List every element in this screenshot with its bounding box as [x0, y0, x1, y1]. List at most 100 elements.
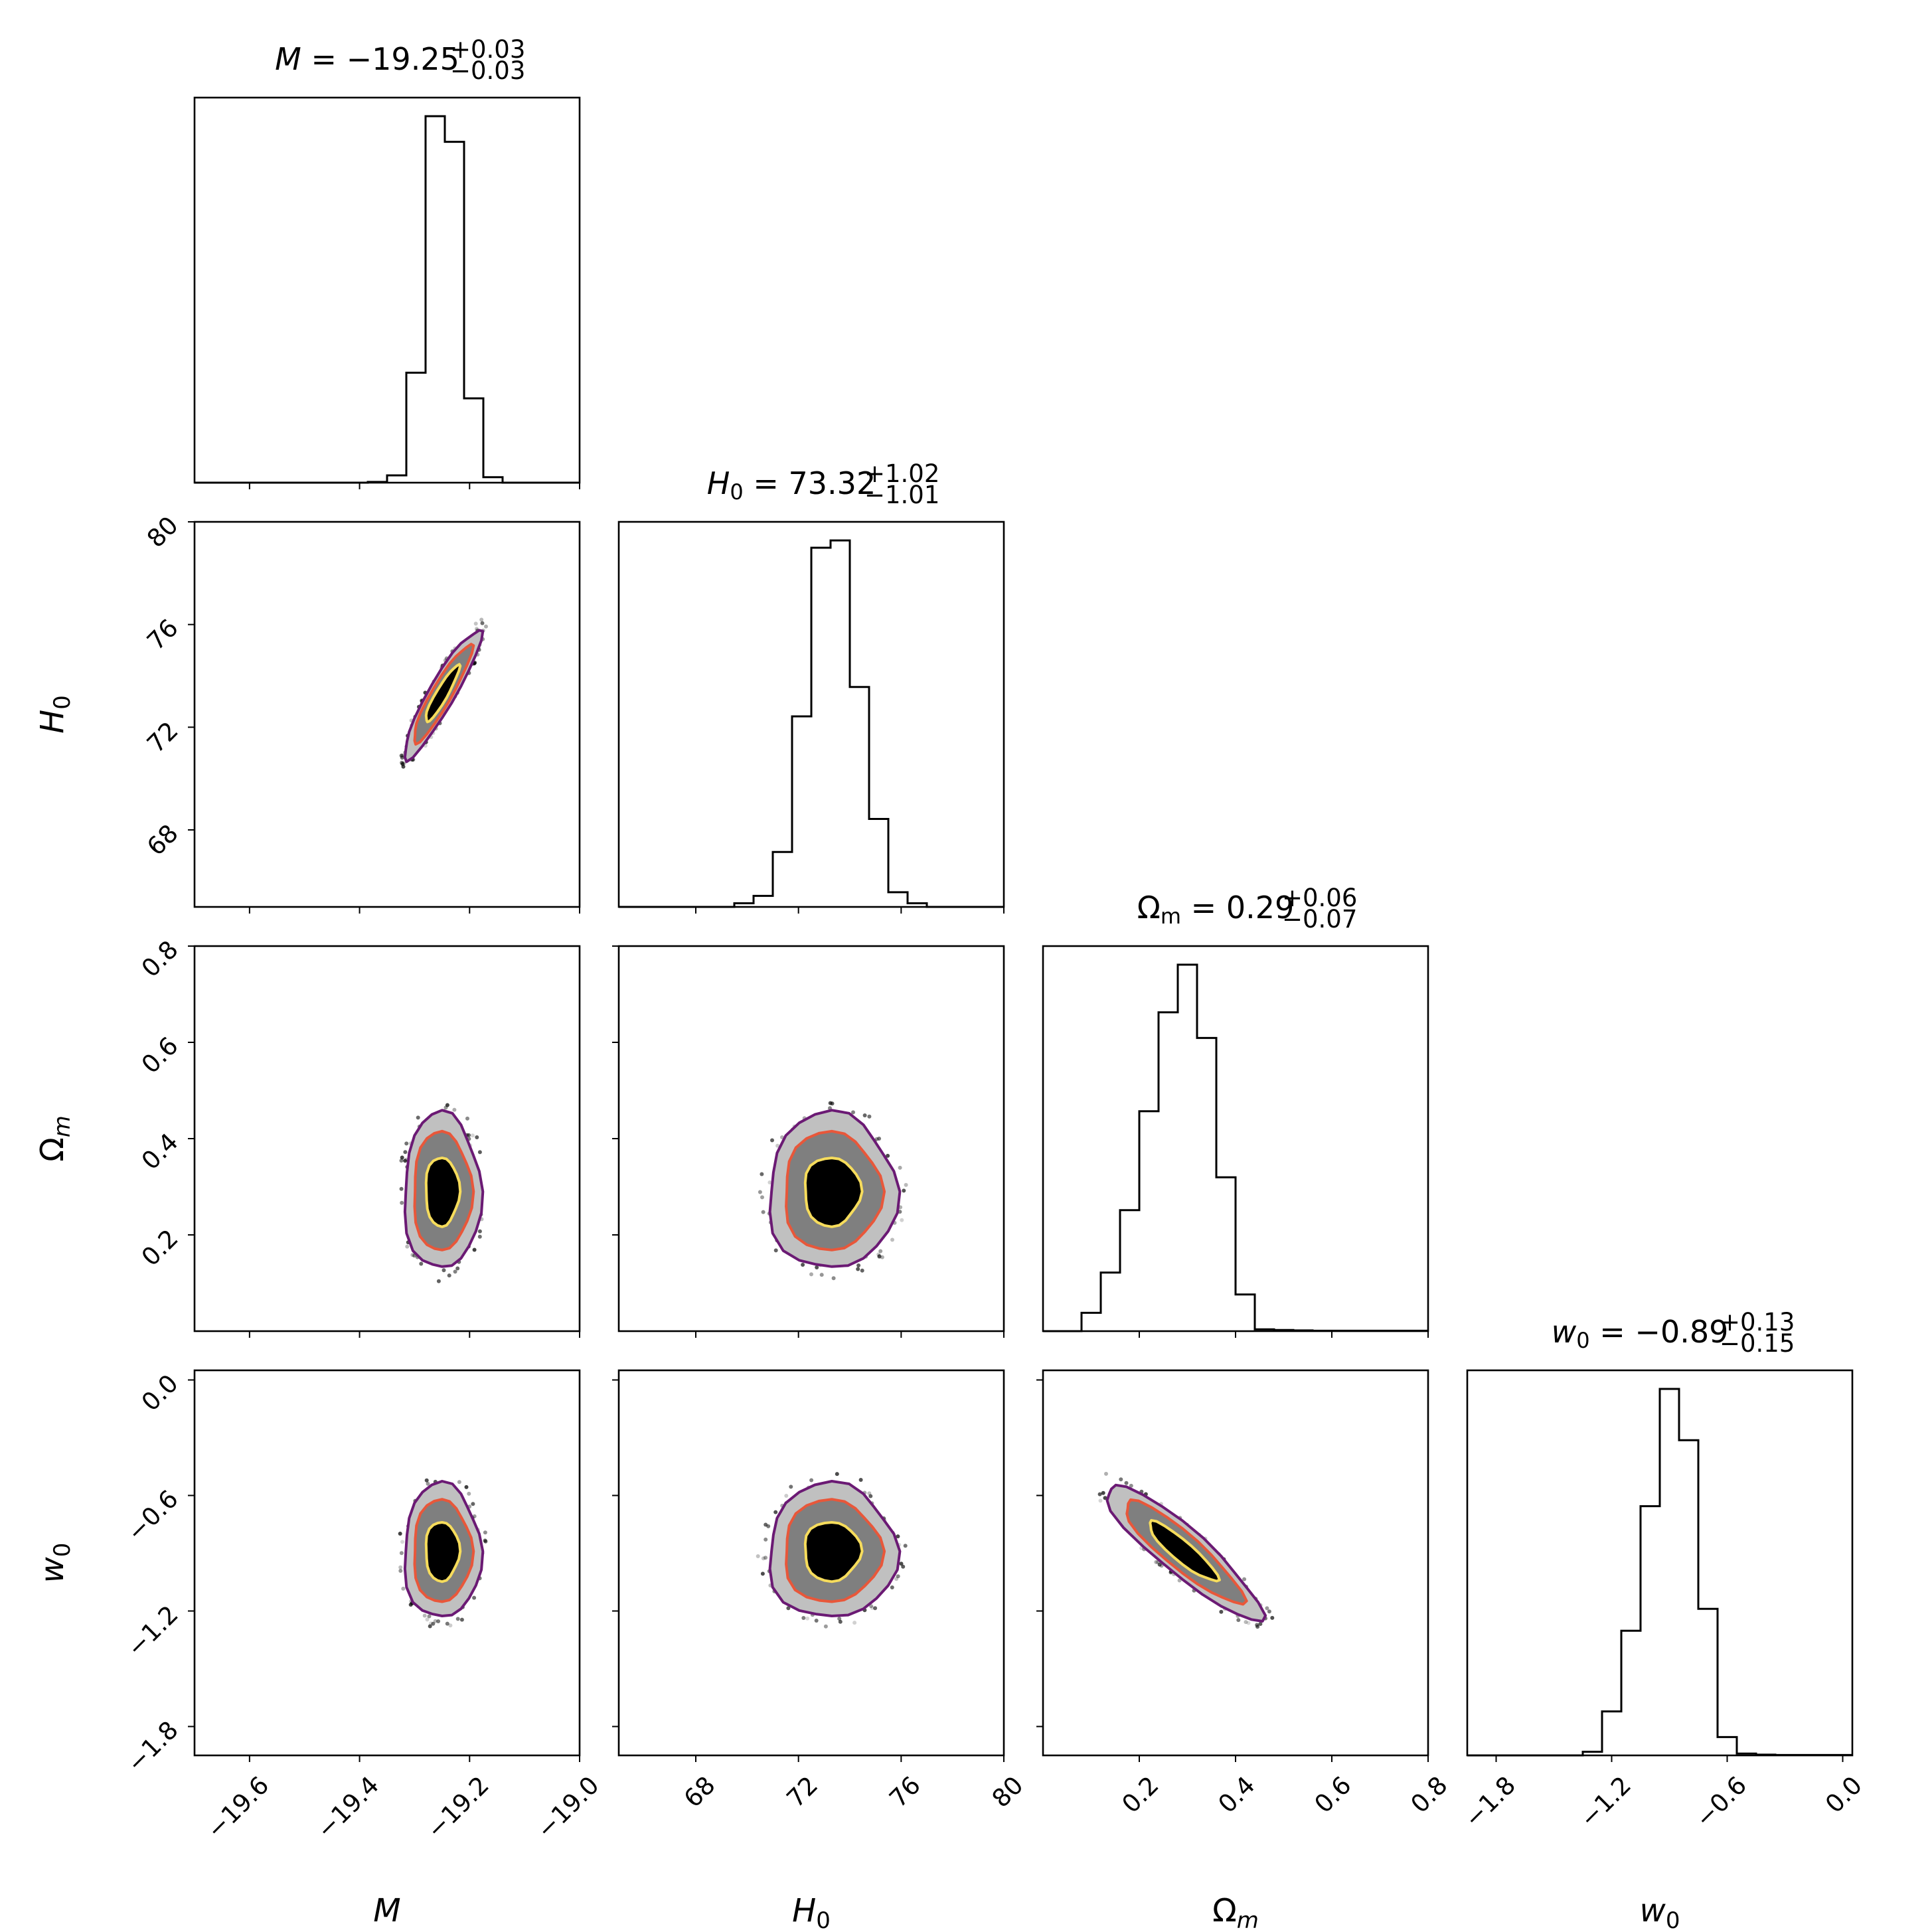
contour-1sigma: [424, 1157, 462, 1228]
scatter-point: [1124, 1481, 1129, 1485]
scatter-point: [1154, 1560, 1158, 1564]
x-axis-subscript: m: [1237, 1907, 1259, 1932]
x-tick-label-w0: −1.8: [1459, 1771, 1521, 1833]
scatter-point: [903, 1544, 908, 1548]
title-err-plus: +1.02: [864, 459, 939, 488]
scatter-point: [472, 1248, 477, 1252]
x-axis-label-M: M: [373, 1892, 400, 1929]
x-axis-symbol: Ω: [1212, 1892, 1237, 1929]
x-tick-label-Om: 0.6: [1309, 1771, 1357, 1818]
scatter-point: [856, 1263, 861, 1267]
scatter-point: [447, 1273, 451, 1278]
scatter-point: [1103, 1496, 1107, 1500]
y-axis-symbol: H: [34, 710, 71, 734]
scatter-point: [838, 1619, 843, 1624]
scatter-point: [433, 1619, 438, 1623]
title-err-plus: +0.03: [450, 35, 525, 64]
scatter-point: [477, 1150, 482, 1155]
scatter-point: [874, 1137, 879, 1141]
y-tick-label-H0: 76: [141, 613, 184, 656]
scatter-point: [464, 1485, 469, 1489]
scatter-point: [1155, 1560, 1159, 1564]
scatter-point: [455, 1617, 460, 1621]
x-axis-label-H0: H0: [792, 1892, 831, 1932]
scatter-point: [880, 1255, 884, 1259]
x-axis-label-w0: w0: [1640, 1892, 1680, 1932]
scatter-point: [828, 1101, 833, 1105]
scatter-point: [1129, 1483, 1133, 1488]
scatter-point: [477, 1234, 482, 1239]
hist-panel-H0: H0 = 73.32+1.02−1.01: [617, 459, 1005, 914]
x-tick-label-M: −19.6: [201, 1771, 275, 1844]
y-axis-label-w0: w0: [34, 1543, 76, 1583]
scatter-point: [475, 1135, 479, 1139]
y-tick-label-H0: 72: [141, 716, 184, 759]
scatter-point: [400, 1540, 404, 1544]
scatter-point: [904, 1182, 908, 1187]
scatter-point: [399, 1186, 404, 1191]
scatter-point: [835, 1472, 839, 1477]
y-axis-subscript: m: [49, 1115, 76, 1137]
scatter-point: [459, 1617, 464, 1622]
scatter-point: [403, 1159, 408, 1163]
scatter-point: [1219, 1609, 1224, 1614]
contour-1sigma: [424, 1521, 462, 1583]
scatter-point: [760, 1195, 764, 1200]
scatter-point: [1267, 1609, 1271, 1614]
y-axis-symbol: w: [34, 1556, 71, 1583]
x-axis-subscript: 0: [1666, 1907, 1680, 1932]
title-subscript: m: [1161, 904, 1181, 929]
scatter-point: [399, 1159, 404, 1163]
scatter-point: [404, 1141, 409, 1146]
scatter-point: [410, 1253, 415, 1257]
pair-panel-M-w0: [188, 1369, 581, 1762]
scatter-point: [424, 1478, 429, 1483]
panel-content: [758, 1101, 908, 1281]
title-symbol: w: [1552, 1314, 1577, 1350]
x-tick-label-H0: 68: [679, 1771, 721, 1813]
scatter-point: [1098, 1498, 1103, 1503]
y-axis-label-Om: Ωm: [34, 1115, 76, 1162]
scatter-point: [399, 1551, 404, 1556]
scatter-point: [851, 1110, 855, 1115]
hist-panel-Om: Ωm = 0.29+0.06−0.07: [1042, 884, 1429, 1338]
scatter-point: [761, 1210, 765, 1214]
scatter-point: [401, 1586, 406, 1591]
scatter-point: [445, 1103, 449, 1107]
pair-panel-M-Om: [188, 945, 581, 1338]
scatter-point: [773, 1248, 778, 1253]
scatter-point: [870, 1605, 874, 1610]
hist-frame-w0: [1466, 1369, 1854, 1757]
scatter-point: [1265, 1606, 1269, 1611]
scatter-point: [467, 1133, 471, 1137]
scatter-point: [831, 1276, 836, 1281]
scatter-point: [426, 1481, 430, 1486]
scatter-point: [773, 1510, 778, 1514]
scatter-point: [479, 617, 484, 622]
scatter-point: [422, 1613, 427, 1618]
scatter-point: [472, 1595, 477, 1600]
title-symbol: H: [707, 465, 730, 501]
scatter-point: [1119, 1477, 1123, 1482]
x-axis-symbol: H: [792, 1892, 816, 1929]
scatter-point: [402, 761, 406, 765]
pair-panel-H0-w0: [612, 1369, 1005, 1762]
contour-1sigma: [1149, 1518, 1221, 1583]
scatter-point: [1258, 1622, 1263, 1626]
scatter-point: [1157, 1562, 1162, 1567]
scatter-point: [894, 1577, 899, 1581]
hist-panel-w0: w0 = −0.89+0.13−0.15: [1466, 1308, 1854, 1762]
scatter-point: [1104, 1471, 1108, 1476]
scatter-point: [756, 1554, 760, 1558]
scatter-point: [761, 1556, 765, 1561]
title-subscript: 0: [730, 479, 743, 505]
panel-frame: [1042, 1369, 1429, 1757]
scatter-point: [457, 1480, 461, 1485]
scatter-point: [862, 1113, 867, 1117]
title-err-minus: −0.03: [450, 56, 525, 85]
histogram-w0: [1467, 1388, 1852, 1757]
scatter-point: [1236, 1618, 1241, 1623]
hist-frame-H0: [617, 521, 1005, 908]
x-tick-label-w0: −1.2: [1574, 1771, 1637, 1833]
scatter-point: [467, 1491, 471, 1496]
